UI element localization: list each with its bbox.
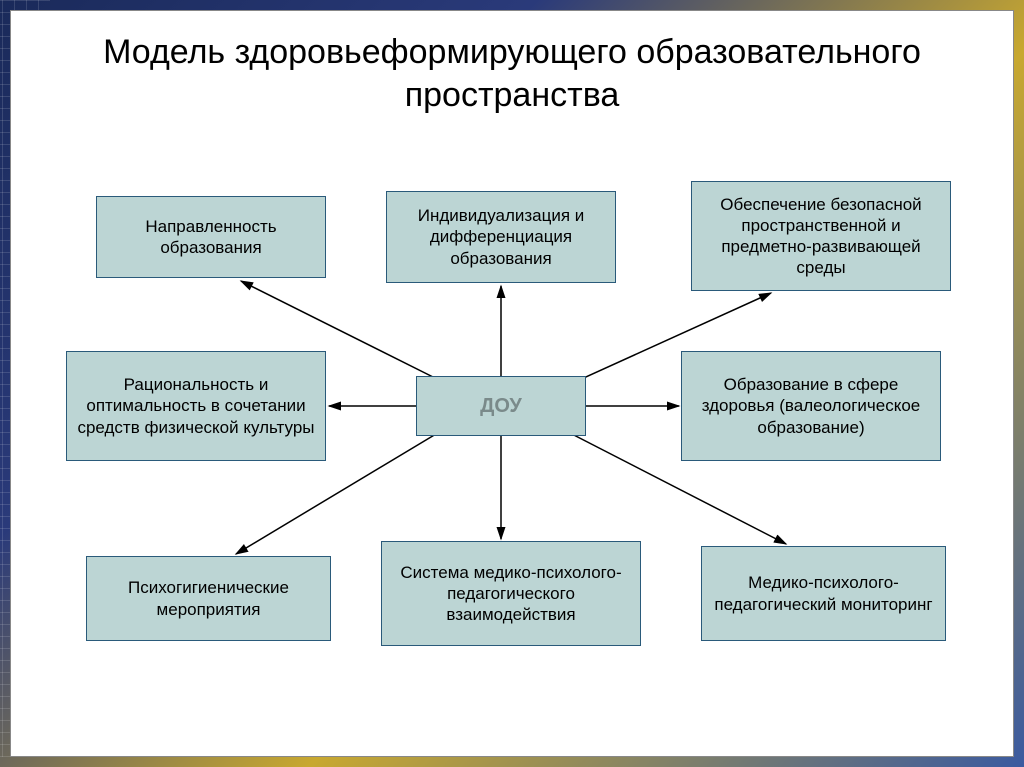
diagram-node: Психогигиенические мероприятия bbox=[86, 556, 331, 641]
diagram-node: Индивидуализация и дифференциация образо… bbox=[386, 191, 616, 283]
diagram-node: Медико-психолого-педагогический монитори… bbox=[701, 546, 946, 641]
diagram-node: Система медико-психолого-педагогического… bbox=[381, 541, 641, 646]
slide-title: Модель здоровьеформирующего образователь… bbox=[11, 31, 1013, 116]
slide-frame: Модель здоровьеформирующего образователь… bbox=[0, 0, 1024, 767]
slide-canvas: Модель здоровьеформирующего образователь… bbox=[10, 10, 1014, 757]
diagram-node: Направленность образования bbox=[96, 196, 326, 278]
diagram-node: Обеспечение безопасной пространственной … bbox=[691, 181, 951, 291]
diagram-node: Рациональность и оптимальность в сочетан… bbox=[66, 351, 326, 461]
diagram-node: ДОУ bbox=[416, 376, 586, 436]
diagram-node: Образование в сфере здоровья (валеологич… bbox=[681, 351, 941, 461]
